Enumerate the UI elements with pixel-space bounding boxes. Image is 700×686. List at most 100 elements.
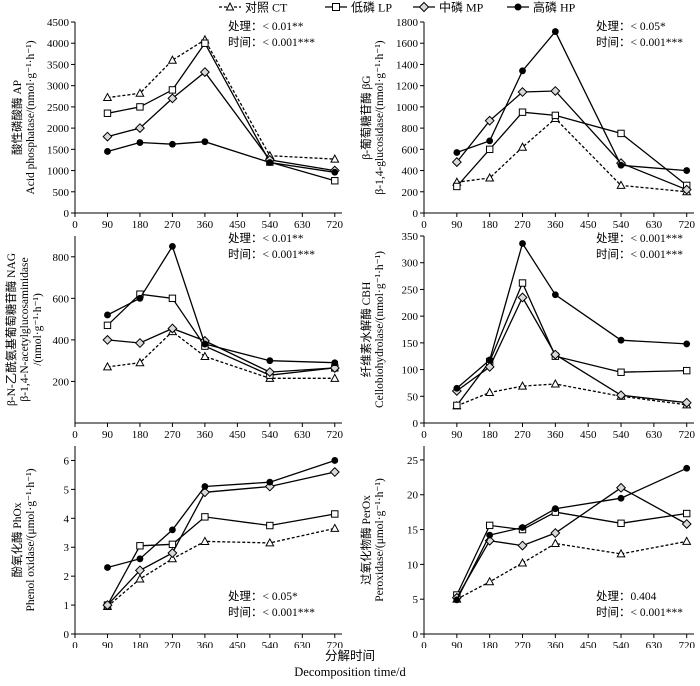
data-point-mp (681, 184, 692, 195)
y-tick-label: 600 (53, 293, 70, 305)
data-point-mp (329, 362, 340, 373)
x-axis-title-cn: 分解时间 (324, 648, 375, 663)
x-tick-label: 720 (327, 429, 344, 441)
x-tick-label: 450 (229, 429, 246, 441)
y-tick-label: 100 (402, 365, 419, 377)
data-point-ct (485, 172, 495, 182)
y-tick-label: 800 (402, 123, 419, 135)
x-tick-label: 270 (514, 219, 531, 231)
y-tick-label: 400 (402, 166, 419, 178)
y-tick-label: 3500 (47, 59, 70, 71)
data-point-ct (517, 381, 528, 390)
series-line-lp (456, 281, 687, 406)
y-tick-label: 5 (64, 484, 70, 496)
data-point-hp (331, 359, 339, 367)
chart-nag: 200 400 600 800 0 90 180 270 360 450 540 630 720 β-N-… (4, 232, 344, 441)
data-point-lp (136, 542, 144, 550)
x-tick-label: 360 (547, 640, 564, 648)
data-point-hp (169, 526, 176, 534)
data-point-ct (167, 553, 178, 563)
x-tick-label: 450 (229, 219, 246, 231)
x-tick-label: 0 (72, 640, 78, 648)
x-tick-label: 0 (421, 640, 427, 648)
y-tick-label: 4000 (47, 38, 70, 50)
y-tick-label: 200 (402, 187, 419, 199)
y-tick-label: 0 (64, 629, 70, 641)
data-point-hp (486, 531, 494, 539)
series-line-ct (107, 38, 335, 160)
x-tick-label: 540 (262, 429, 279, 441)
x-tick-label: 630 (294, 640, 311, 648)
data-point-hp (551, 505, 559, 513)
x-tick-label: 90 (102, 219, 114, 231)
data-point-mp (517, 292, 528, 303)
data-point-mp (102, 334, 113, 345)
data-point-mp (616, 482, 627, 493)
data-point-lp (103, 109, 112, 117)
legend-item-mp: 中磷 MP (413, 0, 484, 15)
data-point-ct (517, 557, 528, 567)
stat-treatment: 处理：0.404 (596, 590, 657, 603)
y-axis-label: Cellobiohydrolase/(nmol·g⁻¹·h⁻¹) (374, 251, 386, 408)
legend-svg: 对照 CT 低磷 LP 中磷 MP 高磷 HP (219, 0, 576, 15)
data-point-mp (681, 518, 692, 529)
data-point-ct (330, 373, 340, 382)
y-tick-label: 50 (407, 391, 419, 403)
stat-treatment: 处理：< 0.05* (596, 20, 666, 33)
chart-bg: 0 200 400 600 800 1000 1200 1400 1600 1800 0 90 180 2… (359, 17, 695, 231)
series-line-hp (107, 459, 336, 569)
y-tick-label: 1200 (396, 81, 419, 93)
y-tick-label: 10 (407, 559, 419, 571)
data-point-lp (168, 86, 177, 94)
x-tick-label: 720 (678, 429, 695, 441)
stat-treatment: 处理：< 0.01** (228, 20, 304, 33)
data-point-hp (136, 294, 144, 302)
x-tick-label: 630 (294, 429, 311, 441)
series-line-hp (456, 241, 687, 389)
data-point-mp (134, 337, 145, 349)
data-point-hp (551, 291, 559, 299)
x-tick-label: 630 (294, 219, 311, 231)
x-tick-label: 360 (547, 219, 564, 231)
data-point-mp (484, 535, 495, 546)
data-point-lp (136, 103, 144, 111)
y-tick-label: 350 (402, 231, 419, 243)
y-tick-label: 0 (413, 418, 419, 430)
x-tick-label: 270 (514, 640, 531, 648)
y-tick-label: 3000 (47, 81, 70, 93)
legend-item-lp: 低磷 LP (325, 0, 392, 15)
y-tick-label: 1000 (396, 102, 419, 114)
data-point-ct (135, 357, 145, 367)
panel-bg: 0 200 400 600 800 1000 1200 1400 1600 1800 0 90 180 2… (350, 16, 700, 236)
y-tick-label: 0 (413, 208, 419, 220)
data-point-hp (169, 140, 176, 148)
y-axis-label: /(nmol·g⁻¹·h⁻¹) (32, 293, 44, 366)
data-point-lp (617, 519, 625, 527)
data-point-hp (519, 524, 526, 531)
data-point-hp (331, 457, 339, 464)
data-point-hp (331, 168, 339, 176)
x-tick-label: 540 (262, 640, 279, 648)
y-tick-label: 5 (413, 594, 419, 606)
data-point-mp (134, 123, 145, 134)
data-point-lp (201, 39, 209, 47)
data-point-ct (330, 523, 340, 532)
data-point-hp (683, 464, 691, 472)
y-tick-label: 300 (402, 258, 419, 270)
data-point-lp (518, 279, 527, 287)
x-tick-label: 630 (646, 429, 663, 441)
x-tick-label: 180 (481, 219, 498, 231)
x-tick-label: 360 (197, 640, 214, 648)
stat-time: 时间：< 0.001*** (228, 36, 315, 49)
data-point-hp (266, 478, 274, 486)
x-tick-label: 450 (580, 640, 597, 648)
x-tick-label: 180 (132, 219, 149, 231)
panel-ap: 0 500 1000 1500 2000 2500 3000 3500 4000 4500 0 90 1… (0, 16, 350, 236)
data-point-hp (201, 340, 209, 348)
y-tick-label: 1500 (47, 144, 70, 156)
data-point-lp (266, 521, 274, 530)
data-point-ct (682, 536, 692, 545)
y-tick-label: 500 (53, 187, 70, 199)
data-point-lp (168, 294, 177, 303)
series-line-lp (106, 513, 335, 606)
